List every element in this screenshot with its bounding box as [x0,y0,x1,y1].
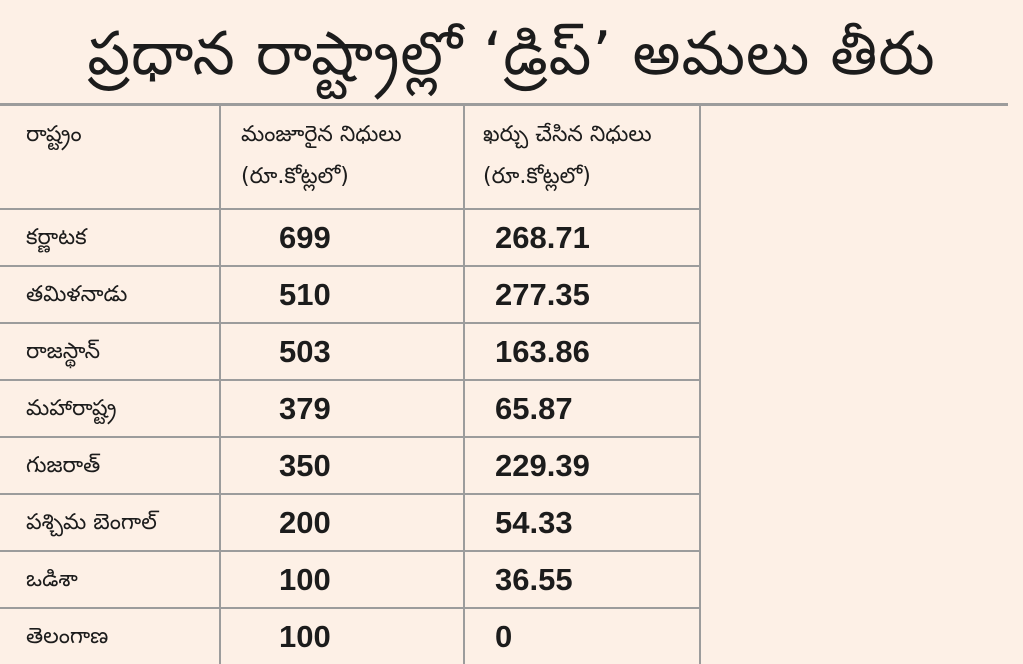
spent-funds-cell: 268.71 [463,209,701,267]
table-row: తమిళనాడు 510 277.35 [0,266,701,324]
column-header-spent-unit: (రూ.కోట్లలో) [483,164,591,189]
column-header-sanctioned-unit: (రూ.కోట్లలో) [241,164,349,189]
spent-funds-cell: 36.55 [463,551,701,609]
column-header-sanctioned: మంజూరైన నిధులు (రూ.కోట్లలో) [219,106,464,210]
state-cell: కర్ణాటక [0,209,220,267]
spent-funds-cell: 65.87 [463,380,701,438]
column-header-spent: ఖర్చు చేసిన నిధులు (రూ.కోట్లలో) [463,106,701,210]
table-row: మహారాష్ట్ర 379 65.87 [0,380,701,438]
table-row: రాజస్థాన్ 503 163.86 [0,323,701,381]
sanctioned-funds-cell: 510 [219,266,464,324]
table-row: ఒడిశా 100 36.55 [0,551,701,609]
column-header-spent-label: ఖర్చు చేసిన నిధులు [483,122,652,147]
page-title: ప్రధాన రాష్ట్రాల్లో ‘డ్రిప్’ అమలు తీరు [87,19,936,89]
state-cell: పశ్చిమ బెంగాల్ [0,494,220,552]
sanctioned-funds-cell: 699 [219,209,464,267]
state-cell: తమిళనాడు [0,266,220,324]
table-row: కర్ణాటక 699 268.71 [0,209,701,267]
column-header-sanctioned-label: మంజూరైన నిధులు [241,122,402,147]
spent-funds-cell: 229.39 [463,437,701,495]
spent-funds-cell: 277.35 [463,266,701,324]
table-row: గుజరాత్ 350 229.39 [0,437,701,495]
sanctioned-funds-cell: 350 [219,437,464,495]
state-cell: రాజస్థాన్ [0,323,220,381]
column-header-state: రాష్ట్రం [0,106,220,210]
sanctioned-funds-cell: 200 [219,494,464,552]
spent-funds-cell: 163.86 [463,323,701,381]
table-row: పశ్చిమ బెంగాల్ 200 54.33 [0,494,701,552]
sanctioned-funds-cell: 379 [219,380,464,438]
state-cell: తెలంగాణ [26,624,109,649]
sanctioned-funds-cell: 100 [219,608,464,664]
sanctioned-funds-cell: 503 [219,323,464,381]
state-cell: గుజరాత్ [0,437,220,495]
table-header-row: రాష్ట్రం మంజూరైన నిధులు (రూ.కోట్లలో) ఖర్… [0,106,701,210]
spent-funds-cell: 54.33 [463,494,701,552]
state-cell: ఒడిశా [0,551,220,609]
sanctioned-funds-cell: 100 [219,551,464,609]
state-cell: మహారాష్ట్ర [0,380,220,438]
column-header-state-label: రాష్ట్రం [26,122,82,147]
title-divider [0,103,1008,106]
table-row: తెలంగాణ 100 0 [0,608,701,664]
spent-funds-cell: 0 [463,608,701,664]
drip-funds-table: రాష్ట్రం మంజూరైన నిధులు (రూ.కోట్లలో) ఖర్… [0,106,701,664]
